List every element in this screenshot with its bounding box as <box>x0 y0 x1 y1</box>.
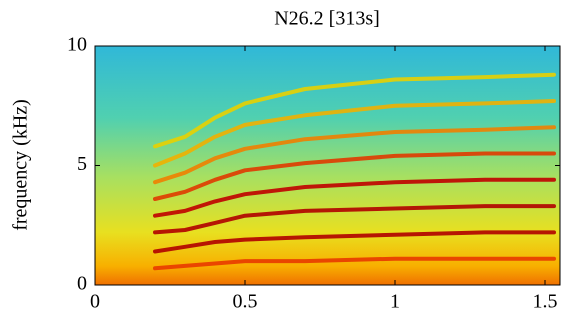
harmonic-track <box>153 230 556 254</box>
x-tick-label: 1.5 <box>533 291 558 313</box>
x-tick-label: 0.5 <box>233 291 258 313</box>
y-tick-label: 10 <box>67 34 87 56</box>
harmonic-track <box>153 204 556 235</box>
harmonic-track <box>153 125 556 185</box>
harmonic-track <box>153 99 556 168</box>
chart-title: N26.2 [313s] <box>274 8 380 30</box>
harmonic-track <box>153 151 556 201</box>
x-tick-label: 0 <box>90 291 100 313</box>
y-axis-label: frequency (kHz) <box>10 99 32 231</box>
y-tick-label: 5 <box>77 153 87 175</box>
y-tick-label: 0 <box>77 273 87 295</box>
x-tick-label: 1 <box>390 291 400 313</box>
harmonic-track <box>153 256 556 271</box>
harmonic-track <box>153 72 556 149</box>
harmonic-track <box>153 177 556 218</box>
